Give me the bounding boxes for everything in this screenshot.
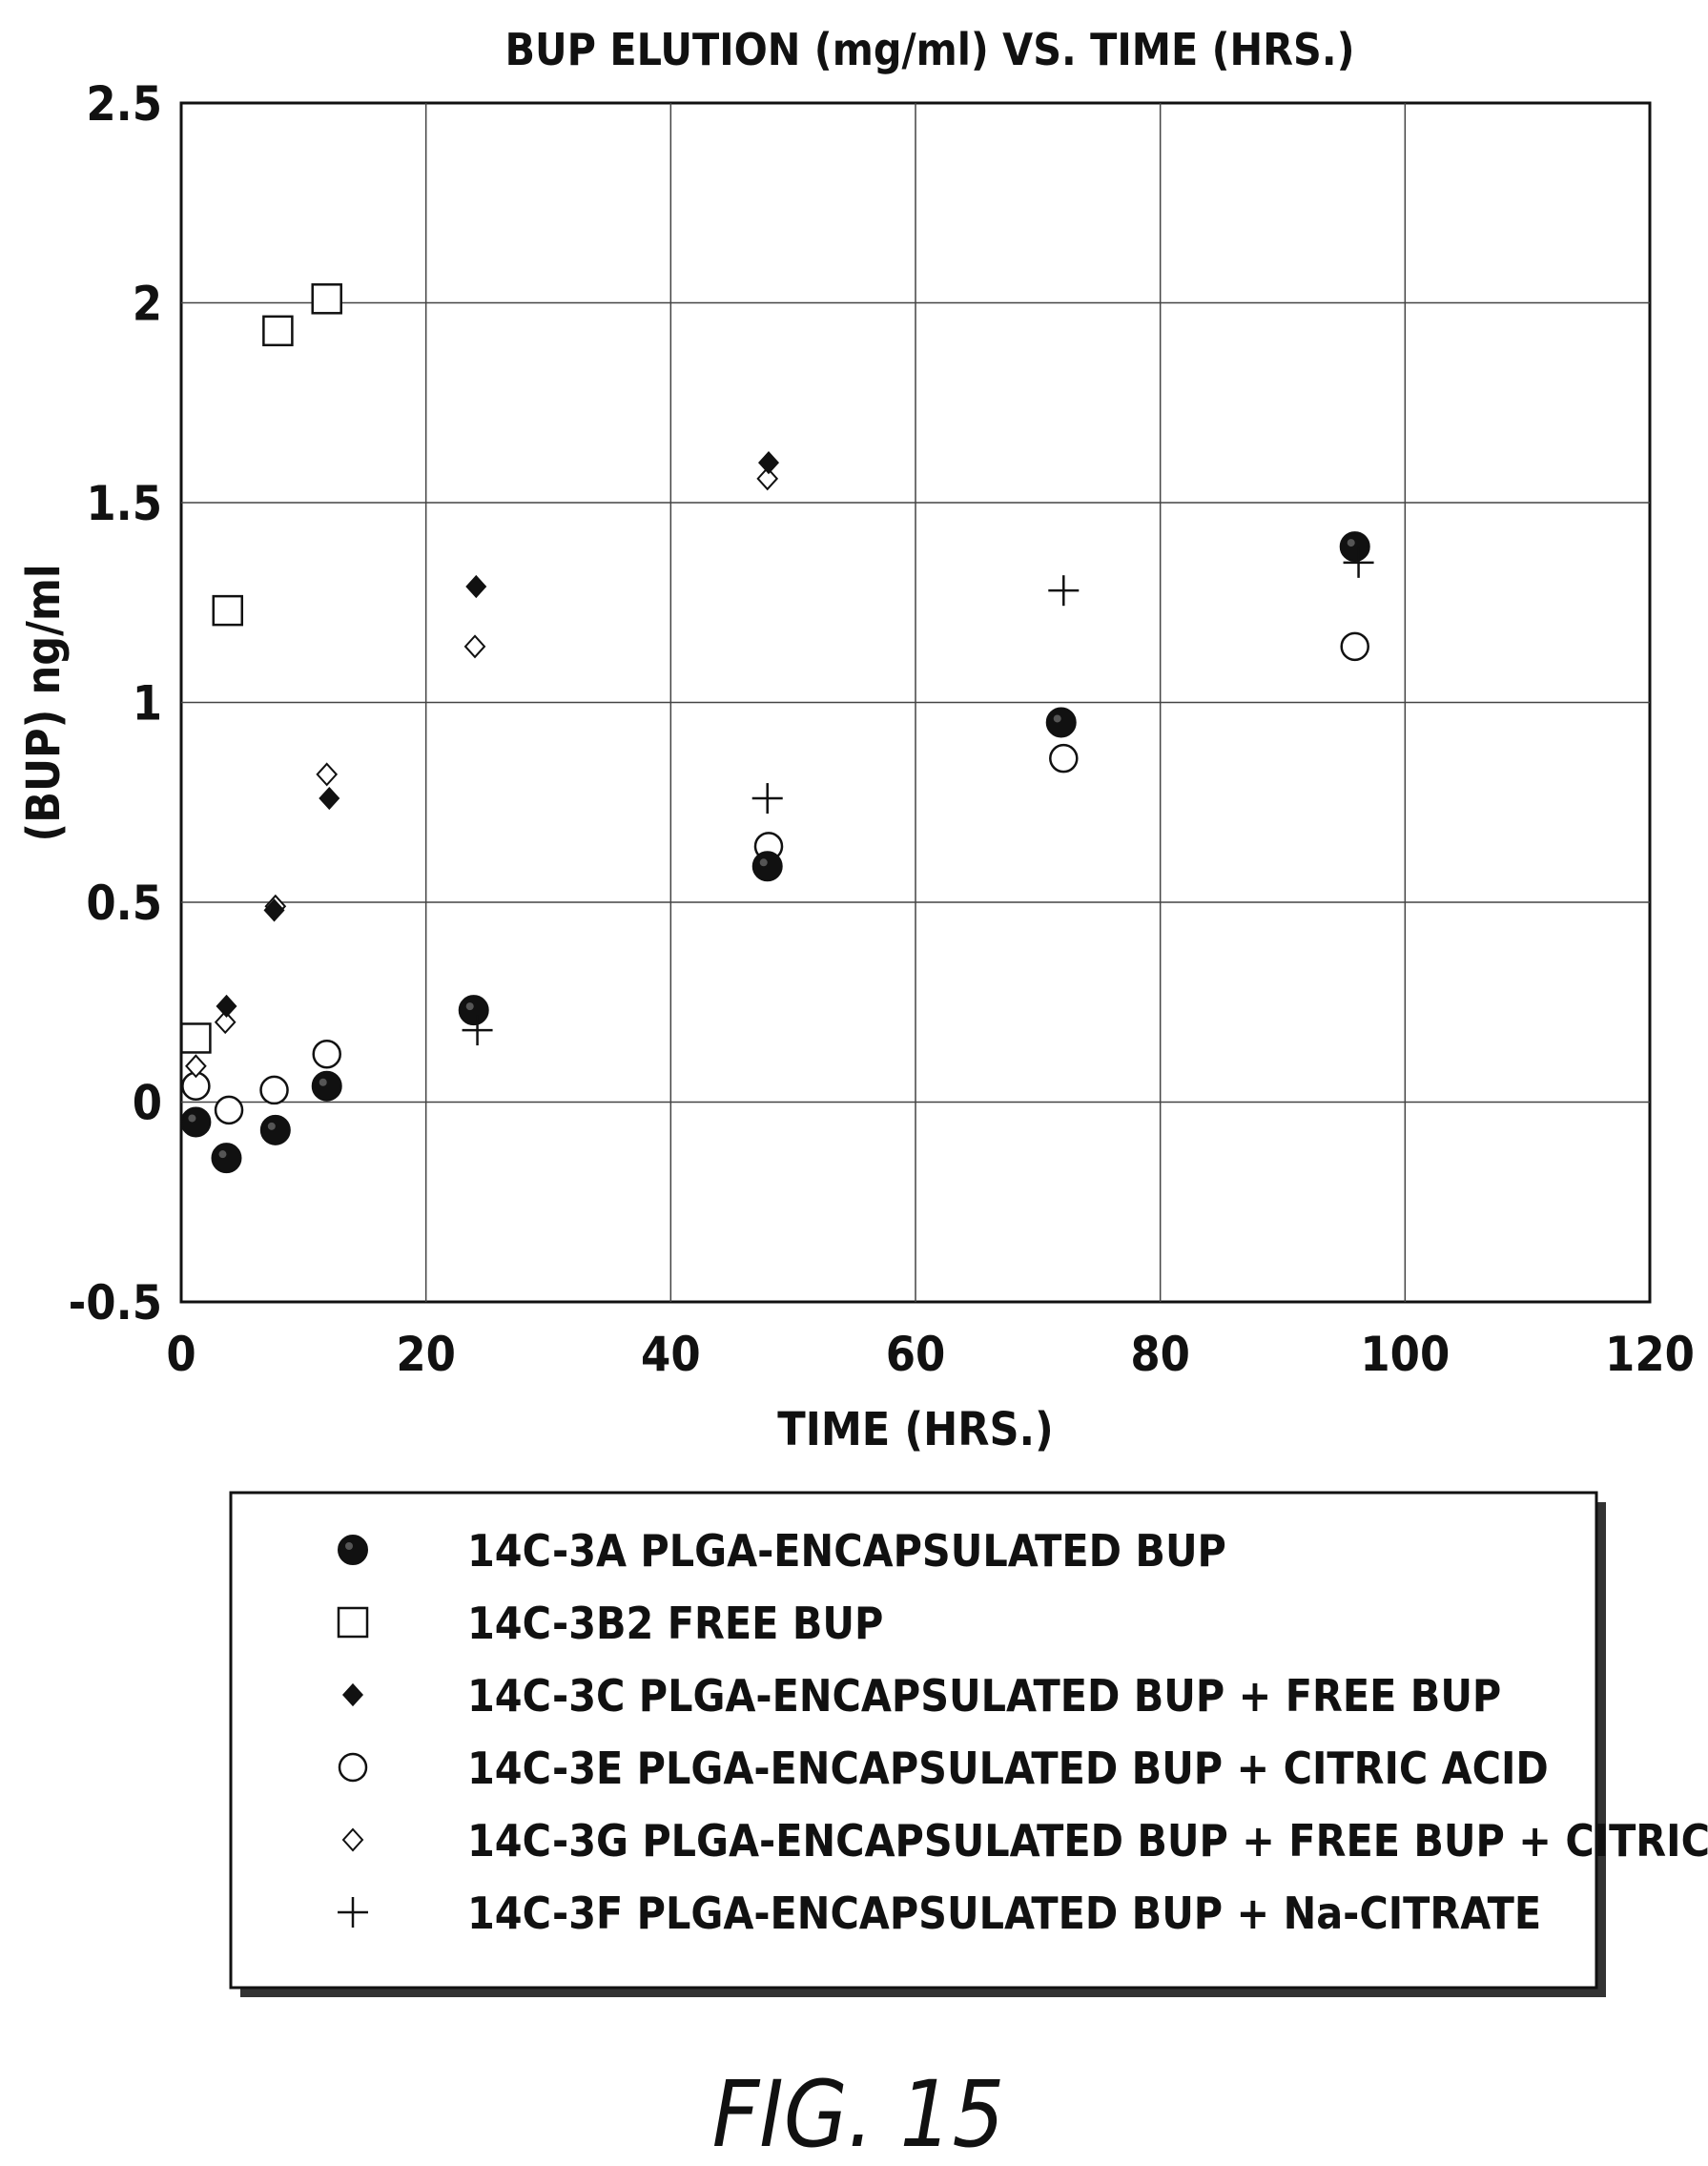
legend-label: 14C-3G PLGA-ENCAPSULATED BUP + FREE BUP … bbox=[467, 1815, 1708, 1867]
x-tick-label: 100 bbox=[1360, 1327, 1450, 1382]
y-tick-label: 1.5 bbox=[86, 476, 162, 531]
data-point-open-square bbox=[212, 594, 244, 627]
y-tick-label: 1 bbox=[133, 676, 162, 732]
y-tick-label: 2.5 bbox=[86, 76, 162, 132]
y-axis-ticks: -0.5 0 0.5 1 1.5 2 2.5 bbox=[69, 76, 162, 1331]
legend-marker-filled-circle bbox=[338, 1535, 368, 1565]
data-point-plus bbox=[462, 1015, 493, 1046]
data-markers bbox=[180, 283, 1374, 1174]
x-axis-ticks: 0 20 40 60 80 100 120 bbox=[166, 1327, 1695, 1382]
data-point-filled-diamond bbox=[216, 994, 237, 1019]
chart-title: BUP ELUTION (mg/ml) VS. TIME (HRS.) bbox=[505, 24, 1355, 75]
legend-item: 14C-3C PLGA-ENCAPSULATED BUP + FREE BUP bbox=[341, 1670, 1501, 1722]
x-tick-label: 80 bbox=[1130, 1327, 1190, 1382]
legend-marker-plus bbox=[338, 1897, 368, 1928]
data-point-open-diamond bbox=[463, 634, 486, 659]
legend-label: 14C-3A PLGA-ENCAPSULATED BUP bbox=[467, 1525, 1226, 1577]
data-point-plus bbox=[1343, 547, 1374, 578]
x-tick-label: 20 bbox=[396, 1327, 456, 1382]
data-point-open-square bbox=[180, 1022, 212, 1054]
legend-label: 14C-3C PLGA-ENCAPSULATED BUP + FREE BUP bbox=[467, 1670, 1501, 1722]
data-point-filled-diamond bbox=[263, 898, 285, 922]
y-tick-label: 2 bbox=[133, 277, 162, 332]
legend-label: 14C-3E PLGA-ENCAPSULATED BUP + CITRIC AC… bbox=[467, 1743, 1549, 1794]
legend-item: 14C-3F PLGA-ENCAPSULATED BUP + Na-CITRAT… bbox=[338, 1888, 1541, 1939]
legend-marker-open-square bbox=[337, 1606, 369, 1639]
y-tick-label: 0.5 bbox=[86, 876, 162, 931]
data-point-open-circle bbox=[1340, 631, 1369, 662]
legend-item: 14C-3B2 FREE BUP bbox=[337, 1598, 883, 1649]
data-point-plus bbox=[1048, 575, 1080, 607]
data-point-filled-circle bbox=[180, 1106, 212, 1138]
y-tick-label: -0.5 bbox=[69, 1275, 162, 1331]
data-point-open-diamond bbox=[214, 1010, 237, 1035]
data-point-open-square bbox=[262, 315, 294, 347]
legend-marker-open-diamond bbox=[341, 1827, 364, 1852]
legend-item: 14C-3E PLGA-ENCAPSULATED BUP + CITRIC AC… bbox=[338, 1743, 1549, 1794]
data-point-open-circle bbox=[214, 1095, 244, 1125]
x-axis-label: TIME (HRS.) bbox=[777, 1403, 1053, 1456]
grid bbox=[181, 103, 1650, 1302]
data-point-filled-circle bbox=[458, 995, 489, 1026]
data-point-filled-circle bbox=[1045, 707, 1077, 738]
data-point-filled-circle bbox=[1339, 531, 1370, 563]
data-point-filled-diamond bbox=[465, 574, 487, 599]
legend-marker-filled-diamond bbox=[341, 1682, 364, 1707]
plot-area: 0 20 40 60 80 100 120 -0.500.511.522.5 bbox=[69, 76, 1695, 1382]
legend-item: 14C-3A PLGA-ENCAPSULATED BUP bbox=[338, 1525, 1226, 1577]
x-tick-label: 120 bbox=[1605, 1327, 1695, 1382]
data-point-filled-diamond bbox=[319, 786, 340, 811]
x-tick-label: 40 bbox=[641, 1327, 701, 1382]
data-point-open-diamond bbox=[756, 466, 779, 491]
data-point-open-diamond bbox=[185, 1054, 207, 1079]
x-tick-label: 0 bbox=[166, 1327, 195, 1382]
data-point-open-square bbox=[311, 283, 342, 315]
legend-marker-open-circle bbox=[338, 1752, 368, 1783]
legend-box bbox=[229, 1491, 1598, 1990]
legend-label: 14C-3F PLGA-ENCAPSULATED BUP + Na-CITRAT… bbox=[467, 1888, 1541, 1939]
data-point-plus bbox=[751, 783, 783, 815]
data-point-filled-circle bbox=[311, 1070, 342, 1102]
legend-item: 14C-3G PLGA-ENCAPSULATED BUP + FREE BUP … bbox=[341, 1815, 1708, 1867]
data-point-filled-circle bbox=[751, 851, 783, 882]
data-point-filled-diamond bbox=[757, 450, 780, 475]
legend-items: 14C-3A PLGA-ENCAPSULATED BUP 14C-3B2 FREE… bbox=[337, 1525, 1708, 1939]
data-point-filled-circle bbox=[259, 1114, 291, 1145]
data-point-open-circle bbox=[259, 1075, 289, 1105]
x-tick-label: 60 bbox=[886, 1327, 946, 1382]
legend: 14C-3A PLGA-ENCAPSULATED BUP 14C-3B2 FREE… bbox=[229, 1491, 1708, 1997]
figure-label: FIG. 15 bbox=[712, 2061, 1005, 2166]
data-point-open-diamond bbox=[316, 762, 339, 787]
y-axis-label: (BUP) ng/ml bbox=[17, 564, 71, 841]
legend-label: 14C-3B2 FREE BUP bbox=[467, 1598, 883, 1649]
data-point-filled-circle bbox=[211, 1143, 242, 1174]
y-tick-label: 0 bbox=[133, 1076, 162, 1131]
data-point-open-circle bbox=[312, 1039, 341, 1069]
data-point-open-circle bbox=[1049, 743, 1079, 774]
